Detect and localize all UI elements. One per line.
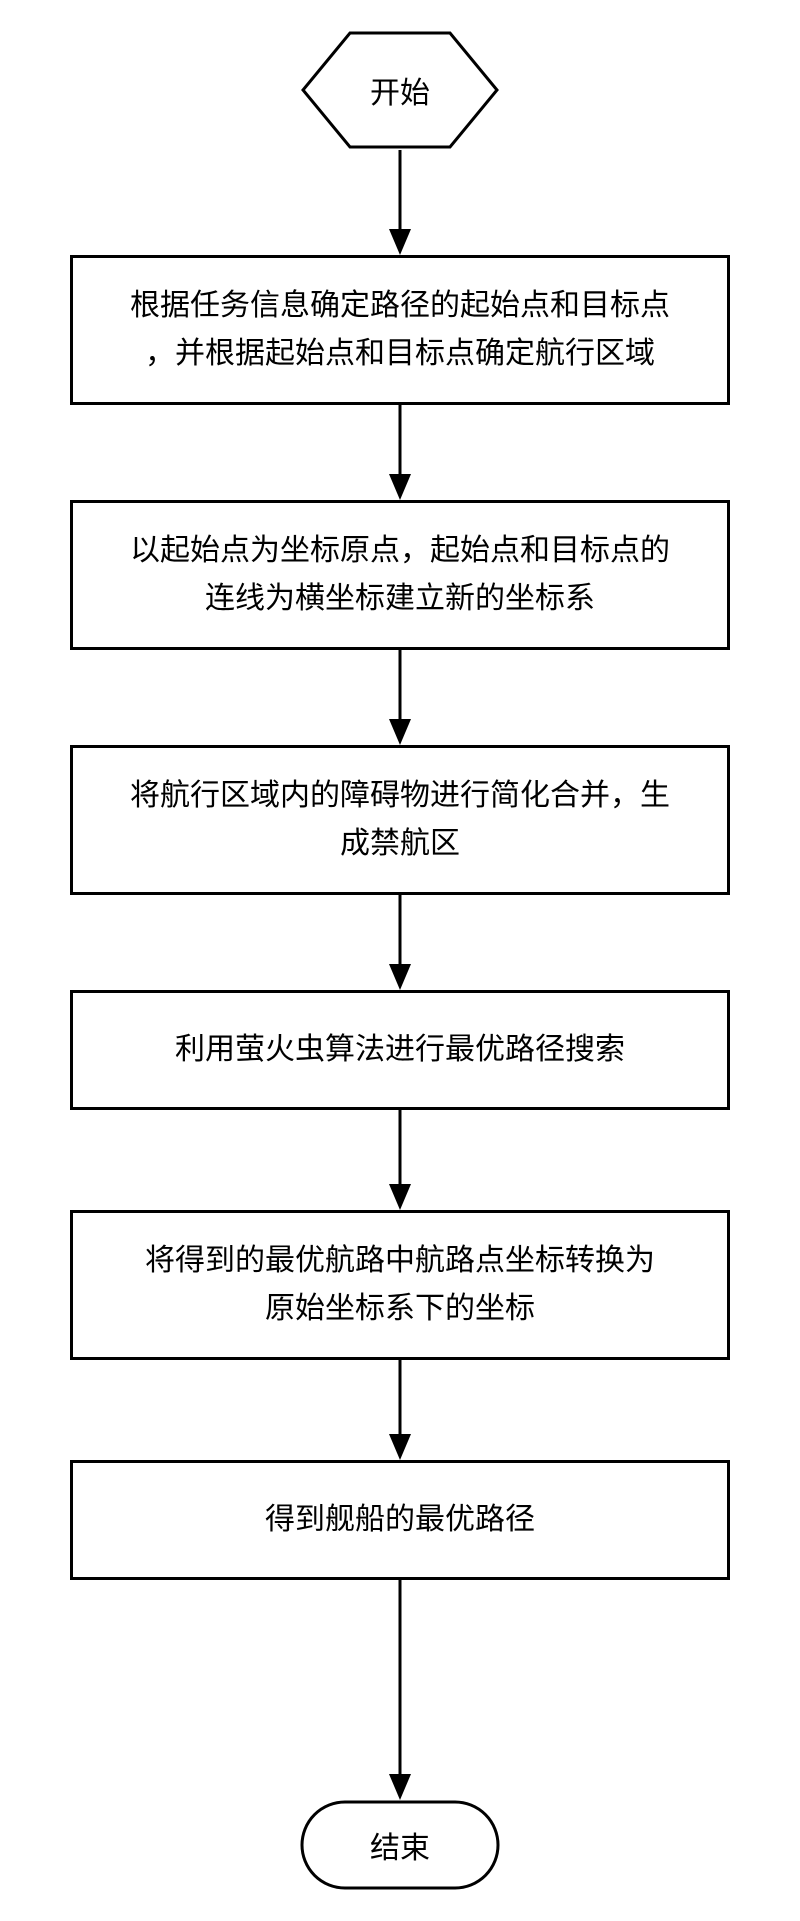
- step-1-label: 根据任务信息确定路径的起始点和目标点 ，并根据起始点和目标点确定航行区域: [130, 282, 670, 378]
- step-5: 将得到的最优航路中航路点坐标转换为 原始坐标系下的坐标: [70, 1210, 730, 1360]
- arrow-4: [388, 1110, 412, 1210]
- flowchart-canvas: 开始 根据任务信息确定路径的起始点和目标点 ，并根据起始点和目标点确定航行区域 …: [0, 0, 800, 1921]
- start-label: 开始: [370, 68, 430, 112]
- step-6-label: 得到舰船的最优路径: [265, 1496, 535, 1544]
- arrow-2: [388, 650, 412, 745]
- step-3-label: 将航行区域内的障碍物进行简化合并，生 成禁航区: [130, 772, 670, 868]
- arrow-5: [388, 1360, 412, 1460]
- arrow-3: [388, 895, 412, 990]
- arrow-0: [388, 150, 412, 255]
- step-4-label: 利用萤火虫算法进行最优路径搜索: [175, 1026, 625, 1074]
- step-3: 将航行区域内的障碍物进行简化合并，生 成禁航区: [70, 745, 730, 895]
- step-1: 根据任务信息确定路径的起始点和目标点 ，并根据起始点和目标点确定航行区域: [70, 255, 730, 405]
- step-4: 利用萤火虫算法进行最优路径搜索: [70, 990, 730, 1110]
- arrow-1: [388, 405, 412, 500]
- end-label: 结束: [370, 1823, 430, 1867]
- start-node: 开始: [300, 30, 500, 150]
- step-2: 以起始点为坐标原点，起始点和目标点的 连线为横坐标建立新的坐标系: [70, 500, 730, 650]
- end-node: 结束: [300, 1800, 500, 1890]
- arrow-6: [388, 1580, 412, 1800]
- step-5-label: 将得到的最优航路中航路点坐标转换为 原始坐标系下的坐标: [145, 1237, 655, 1333]
- step-2-label: 以起始点为坐标原点，起始点和目标点的 连线为横坐标建立新的坐标系: [130, 527, 670, 623]
- step-6: 得到舰船的最优路径: [70, 1460, 730, 1580]
